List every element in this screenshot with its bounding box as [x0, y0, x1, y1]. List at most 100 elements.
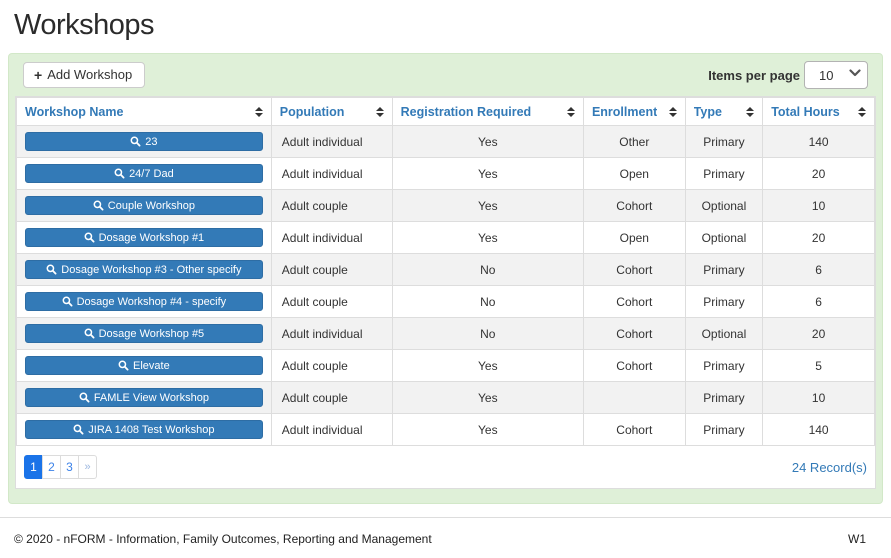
- workshop-name-label: Dosage Workshop #1: [98, 231, 205, 244]
- version-label: W1: [848, 532, 866, 546]
- pagination: 1 2 3 »: [24, 455, 97, 479]
- population-cell: Adult individual: [270, 221, 393, 254]
- column-header[interactable]: Enrollment: [582, 97, 686, 126]
- workshop-detail-button[interactable]: Couple Workshop: [25, 196, 263, 215]
- workshop-detail-button[interactable]: Dosage Workshop #1: [25, 228, 263, 247]
- total-hours-cell: 140: [762, 125, 875, 158]
- enrollment-cell: [582, 381, 686, 414]
- registration-required-cell: Yes: [391, 125, 584, 158]
- population-cell: Adult individual: [270, 413, 393, 446]
- workshop-name-label: Dosage Workshop #4 - specify: [76, 295, 227, 308]
- registration-required-cell: No: [391, 317, 584, 350]
- workshop-name-label: Dosage Workshop #5: [98, 327, 205, 340]
- search-icon: [84, 328, 95, 339]
- enrollment-cell: Cohort: [582, 189, 686, 222]
- type-cell: Primary: [684, 349, 764, 382]
- plus-icon: +: [34, 66, 43, 83]
- workshop-name-label: Dosage Workshop #3 - Other specify: [61, 263, 242, 276]
- table-row: Dosage Workshop #3 - Other specify Adult…: [16, 253, 875, 286]
- population-cell: Adult individual: [270, 157, 393, 190]
- total-hours-cell: 6: [762, 253, 875, 286]
- table-body: 23 Adult individual Yes Other Primary 14…: [16, 125, 875, 446]
- sort-icon: [668, 106, 677, 117]
- workshop-detail-button[interactable]: JIRA 1408 Test Workshop: [25, 420, 263, 439]
- add-workshop-label: Add Workshop: [47, 67, 133, 82]
- workshop-detail-button[interactable]: Dosage Workshop #5: [25, 324, 263, 343]
- enrollment-cell: Cohort: [582, 285, 686, 318]
- enrollment-cell: Cohort: [582, 413, 686, 446]
- sort-icon: [858, 106, 866, 117]
- footer-divider: [0, 517, 891, 518]
- table-row: Couple Workshop Adult couple Yes Cohort …: [16, 189, 875, 222]
- enrollment-cell: Cohort: [582, 253, 686, 286]
- search-icon: [79, 392, 90, 403]
- items-per-page-select[interactable]: 10: [804, 61, 868, 89]
- search-icon: [84, 232, 95, 243]
- type-cell: Primary: [684, 253, 764, 286]
- sort-icon: [375, 106, 384, 117]
- column-header[interactable]: Type: [684, 97, 764, 126]
- column-header[interactable]: Total Hours: [762, 97, 875, 126]
- workshop-name-label: Couple Workshop: [107, 199, 195, 212]
- sort-icon: [566, 106, 575, 117]
- search-icon: [62, 296, 73, 307]
- population-cell: Adult couple: [270, 189, 393, 222]
- page-button[interactable]: 2: [42, 455, 61, 479]
- enrollment-cell: Open: [582, 221, 686, 254]
- workshop-detail-button[interactable]: Dosage Workshop #4 - specify: [25, 292, 263, 311]
- workshop-detail-button[interactable]: Elevate: [25, 356, 263, 375]
- registration-required-cell: Yes: [391, 413, 584, 446]
- sort-icon: [746, 106, 755, 117]
- total-hours-cell: 20: [762, 317, 875, 350]
- total-hours-cell: 20: [762, 221, 875, 254]
- population-cell: Adult couple: [270, 253, 393, 286]
- page-button[interactable]: »: [78, 455, 97, 479]
- page-button[interactable]: 1: [24, 455, 43, 479]
- table-row: JIRA 1408 Test Workshop Adult individual…: [16, 413, 875, 446]
- type-cell: Primary: [684, 413, 764, 446]
- workshop-detail-button[interactable]: 23: [25, 132, 263, 151]
- registration-required-cell: Yes: [391, 221, 584, 254]
- type-cell: Optional: [684, 317, 764, 350]
- table-row: FAMLE View Workshop Adult couple Yes Pri…: [16, 381, 875, 414]
- column-header[interactable]: Population: [270, 97, 393, 126]
- type-cell: Primary: [684, 381, 764, 414]
- population-cell: Adult couple: [270, 381, 393, 414]
- add-workshop-button[interactable]: + Add Workshop: [23, 62, 146, 88]
- site-footer: © 2020 - nFORM - Information, Family Out…: [0, 518, 891, 546]
- search-icon: [46, 264, 57, 275]
- record-count: 24 Record(s): [791, 459, 867, 475]
- type-cell: Optional: [684, 221, 764, 254]
- table-row: Dosage Workshop #1 Adult individual Yes …: [16, 221, 875, 254]
- pagination-strip: 1 2 3 » 24 Record(s): [16, 446, 875, 488]
- search-icon: [93, 200, 104, 211]
- table-header-row: Workshop Name Population Registration Re…: [16, 97, 875, 126]
- search-icon: [118, 360, 129, 371]
- registration-required-cell: Yes: [391, 157, 584, 190]
- registration-required-cell: Yes: [391, 189, 584, 222]
- registration-required-cell: No: [391, 285, 584, 318]
- workshop-name-label: 24/7 Dad: [129, 167, 174, 180]
- search-icon: [130, 136, 141, 147]
- workshops-table: Workshop Name Population Registration Re…: [16, 97, 875, 446]
- workshop-detail-button[interactable]: FAMLE View Workshop: [25, 388, 263, 407]
- total-hours-cell: 5: [762, 349, 875, 382]
- table-row: Dosage Workshop #4 - specify Adult coupl…: [16, 285, 875, 318]
- page-title: Workshops: [14, 9, 155, 41]
- registration-required-cell: No: [391, 253, 584, 286]
- population-cell: Adult individual: [270, 317, 393, 350]
- workshop-detail-button[interactable]: 24/7 Dad: [25, 164, 263, 183]
- page-button[interactable]: 3: [60, 455, 79, 479]
- items-per-page: Items per page 10: [708, 61, 868, 89]
- enrollment-cell: Open: [582, 157, 686, 190]
- workshop-name-label: 23: [145, 135, 158, 148]
- column-header[interactable]: Workshop Name: [16, 97, 272, 126]
- total-hours-cell: 20: [762, 157, 875, 190]
- population-cell: Adult couple: [270, 349, 393, 382]
- registration-required-cell: Yes: [391, 349, 584, 382]
- population-cell: Adult couple: [270, 285, 393, 318]
- enrollment-cell: Cohort: [582, 317, 686, 350]
- column-header[interactable]: Registration Required: [391, 97, 584, 126]
- search-icon: [114, 168, 125, 179]
- workshop-detail-button[interactable]: Dosage Workshop #3 - Other specify: [25, 260, 263, 279]
